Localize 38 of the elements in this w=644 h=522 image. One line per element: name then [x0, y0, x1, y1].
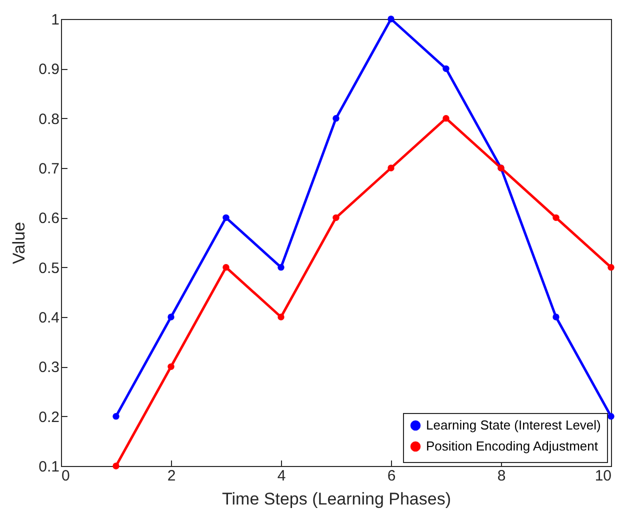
point [552, 214, 560, 222]
x-tick-label: 10 [594, 468, 612, 484]
point [552, 314, 560, 320]
legend-label: Learning State (Interest Level) [426, 418, 601, 432]
x-tick-label: 8 [497, 468, 506, 484]
point [168, 314, 174, 320]
y-tick-label: 0.8 [38, 110, 60, 128]
y-tick-label: 0.1 [38, 458, 60, 476]
point [112, 412, 120, 420]
x-tick-label: 4 [277, 468, 286, 484]
point [112, 462, 120, 470]
point [608, 412, 614, 420]
point [442, 114, 450, 122]
point [388, 164, 394, 172]
x-tick-label: 2 [167, 468, 176, 484]
y-tick-label: 0.5 [38, 260, 60, 277]
point [278, 314, 284, 320]
y-tick-label: 0.4 [38, 310, 60, 326]
point [222, 264, 230, 271]
point [608, 264, 614, 271]
y-tick-label: 0.3 [38, 359, 60, 376]
point [332, 114, 340, 122]
legend-label: Position Encoding Adjustment [426, 438, 598, 454]
y-tick-label: 0.9 [38, 61, 60, 78]
y-tick-label: 0.6 [38, 210, 60, 228]
point [332, 214, 340, 222]
x-tick-label: 6 [387, 468, 396, 484]
x-axis-title: Time Steps (Learning Phases) [222, 490, 451, 508]
point [388, 16, 394, 22]
y-tick-label: 1 [51, 12, 60, 28]
y-tick-label: 0.2 [38, 408, 60, 426]
y-axis-title: Value [10, 222, 29, 264]
point [442, 65, 450, 72]
x-tick-label: 0 [62, 468, 70, 484]
point [168, 363, 174, 370]
point [222, 214, 230, 222]
point [278, 264, 284, 271]
y-tick-label: 0.7 [38, 160, 60, 178]
